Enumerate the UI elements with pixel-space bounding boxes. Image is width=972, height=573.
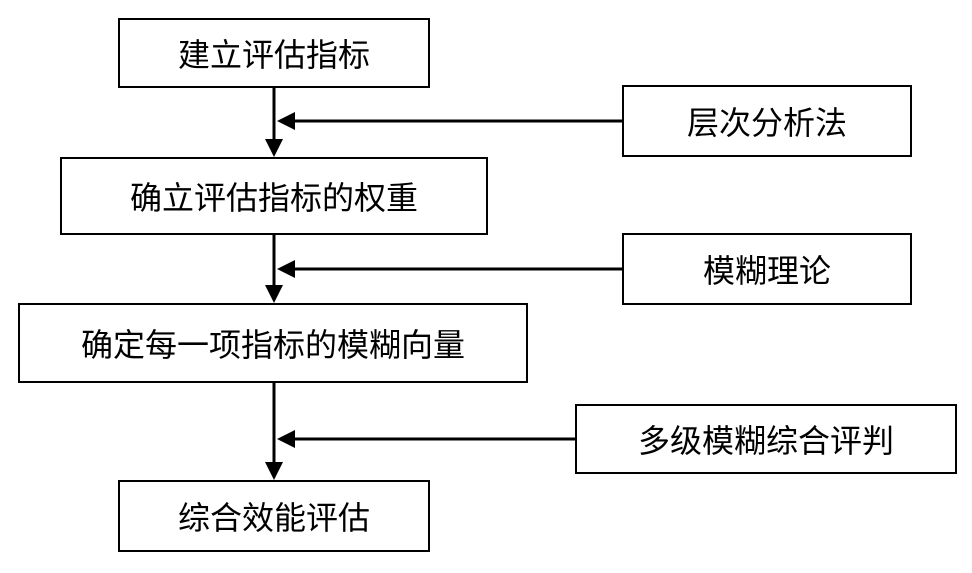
node-multilevel-fuzzy: 多级模糊综合评判 — [575, 404, 957, 474]
node-comprehensive-evaluation: 综合效能评估 — [118, 480, 430, 552]
node-determine-weights: 确立评估指标的权重 — [60, 157, 488, 235]
node-fuzzy-vectors: 确定每一项指标的模糊向量 — [18, 303, 528, 383]
node-ahp-method: 层次分析法 — [622, 85, 912, 157]
node-label: 模糊理论 — [703, 246, 831, 292]
node-fuzzy-theory: 模糊理论 — [622, 233, 912, 305]
node-label: 层次分析法 — [687, 98, 847, 144]
node-label: 多级模糊综合评判 — [638, 416, 894, 462]
node-label: 建立评估指标 — [178, 30, 370, 76]
node-label: 综合效能评估 — [178, 493, 370, 539]
node-label: 确立评估指标的权重 — [130, 173, 418, 219]
node-label: 确定每一项指标的模糊向量 — [81, 320, 465, 366]
node-establish-indicators: 建立评估指标 — [118, 18, 430, 88]
